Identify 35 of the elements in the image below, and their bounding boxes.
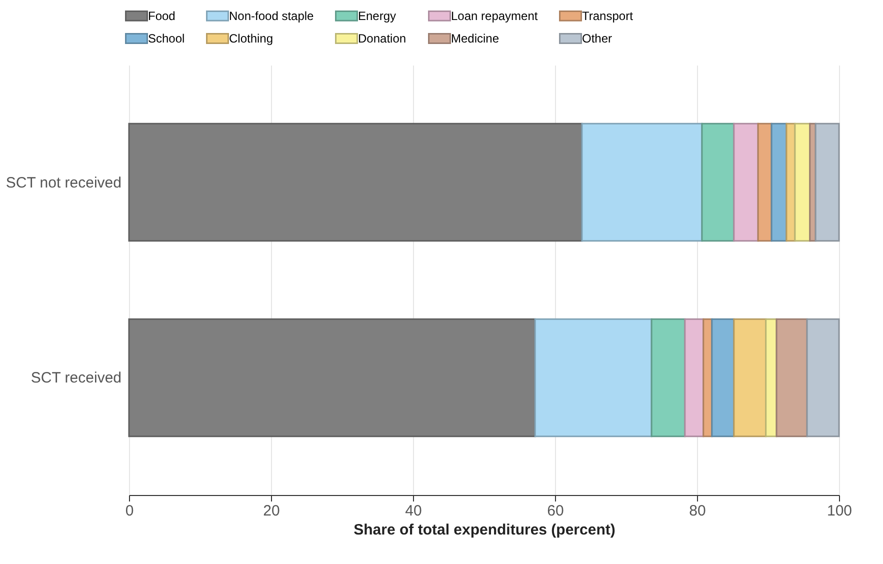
x-tick-label: 0 — [125, 502, 134, 520]
bar — [581, 122, 703, 242]
legend-label: Loan repayment — [451, 8, 538, 23]
bar — [757, 122, 772, 242]
bar — [128, 122, 583, 242]
legend-label: Non-food staple — [229, 8, 314, 23]
bar — [806, 318, 840, 438]
bar — [650, 318, 686, 438]
bar — [765, 318, 778, 438]
y-tick-label: SCT not received — [6, 174, 122, 192]
legend-label: School — [148, 32, 185, 46]
legend-label: Transport — [582, 8, 634, 23]
legend-label: Energy — [358, 8, 396, 23]
x-tick-label: 40 — [405, 502, 422, 520]
bar — [733, 122, 759, 242]
bar — [128, 318, 536, 438]
x-tick-label: 100 — [826, 502, 852, 520]
bar — [733, 318, 767, 438]
x-tick-label: 20 — [263, 502, 280, 520]
legend-label: Other — [582, 32, 612, 46]
x-tick-label: 80 — [689, 502, 706, 520]
x-tick-label: 60 — [547, 502, 564, 520]
x-axis-title: Share of total expenditures (percent) — [354, 522, 616, 538]
bar — [684, 318, 704, 438]
bar — [711, 318, 735, 438]
bar — [701, 122, 735, 242]
legend-label: Clothing — [229, 32, 274, 46]
bar — [534, 318, 652, 438]
bar — [794, 122, 811, 242]
legend-label: Donation — [358, 32, 406, 46]
legend-label: Medicine — [451, 32, 500, 46]
y-tick-label: SCT received — [30, 370, 122, 387]
legend-label: Food — [148, 8, 176, 23]
bar — [776, 318, 808, 438]
bar — [814, 122, 840, 242]
